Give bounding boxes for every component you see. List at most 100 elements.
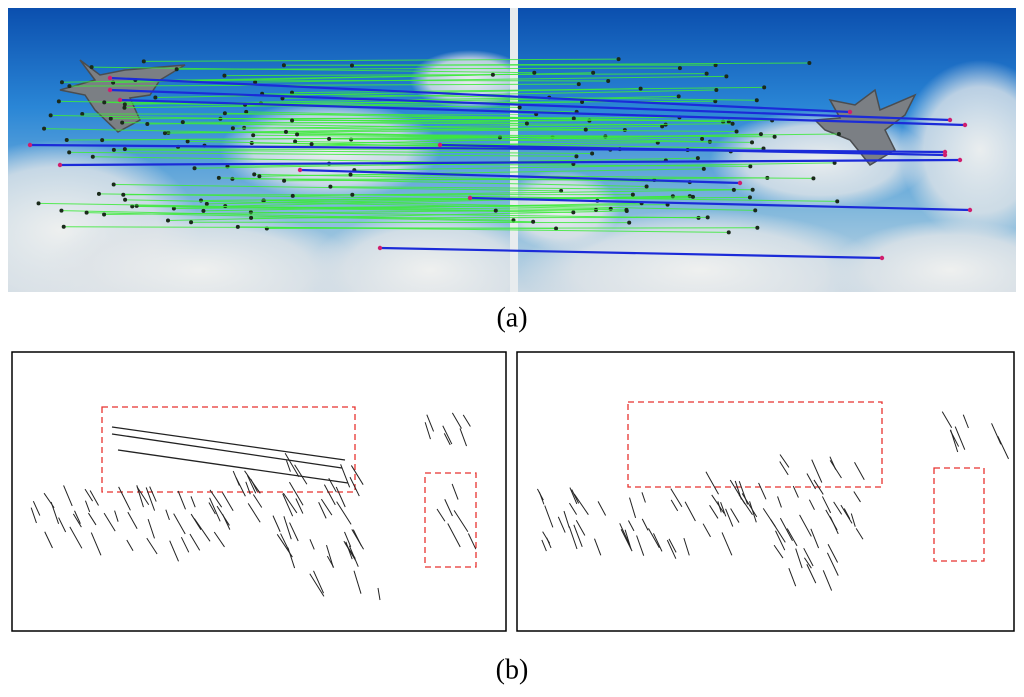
keypoint <box>185 139 190 144</box>
match-line <box>350 174 814 179</box>
segment <box>84 488 94 502</box>
segment <box>670 499 679 512</box>
keypoint <box>297 167 303 173</box>
segment <box>114 510 119 522</box>
long-segment <box>111 426 346 461</box>
keypoint <box>748 164 753 169</box>
segment <box>721 532 733 556</box>
match-line <box>147 120 590 125</box>
segment <box>286 460 291 472</box>
keypoint <box>328 184 333 189</box>
segment <box>309 539 315 550</box>
segment <box>147 518 155 539</box>
keypoint <box>571 210 576 215</box>
keypoint <box>174 67 179 72</box>
keypoint <box>257 174 262 179</box>
keypoint <box>493 208 498 213</box>
segment <box>320 498 333 516</box>
keypoint <box>847 109 853 115</box>
segment <box>309 573 325 597</box>
line-segments <box>30 411 1009 601</box>
match-line <box>284 177 768 182</box>
keypoint <box>249 215 254 220</box>
keypoint <box>835 199 840 204</box>
segment <box>340 464 351 488</box>
keypoint <box>377 245 383 251</box>
segment <box>326 545 334 568</box>
segment <box>447 523 461 548</box>
segment <box>426 414 435 432</box>
keypoint <box>216 175 221 180</box>
keypoint <box>59 208 64 213</box>
segment <box>127 511 138 529</box>
keypoint <box>96 191 101 196</box>
segment <box>962 414 969 429</box>
region-box <box>627 401 883 488</box>
keypoint <box>714 88 719 93</box>
segment <box>803 547 814 567</box>
keypoint <box>574 154 579 159</box>
segment <box>594 538 602 556</box>
keypoint <box>811 176 816 181</box>
mismatch-line <box>379 246 883 260</box>
segment <box>741 493 758 518</box>
mismatch-line <box>299 168 741 185</box>
keypoint <box>107 87 113 93</box>
keypoint <box>807 61 812 66</box>
segment <box>541 539 547 552</box>
keypoint <box>252 172 257 177</box>
mismatch-line <box>109 88 951 122</box>
keypoint <box>590 151 595 156</box>
keypoint <box>467 195 473 201</box>
keypoint <box>762 85 767 90</box>
match-line <box>237 226 729 233</box>
keypoint <box>644 184 649 189</box>
segment <box>289 522 299 542</box>
segment <box>822 570 833 591</box>
segment <box>295 498 304 514</box>
segment <box>209 489 223 508</box>
keypoint <box>606 78 611 83</box>
segment <box>569 502 578 515</box>
panel-label: (a) <box>496 302 527 333</box>
match-line <box>311 133 761 145</box>
segment <box>216 505 230 526</box>
keypoint <box>676 94 681 99</box>
match-line <box>91 66 535 74</box>
segment <box>627 520 635 532</box>
segment <box>436 508 446 522</box>
segment <box>821 496 832 514</box>
segment <box>705 471 719 495</box>
segment <box>344 531 352 548</box>
right-frame <box>516 351 1015 632</box>
keypoint <box>120 120 125 125</box>
segment <box>702 523 711 538</box>
feature-matches <box>27 57 973 261</box>
segment <box>282 493 294 517</box>
segment <box>177 490 186 510</box>
segment <box>74 510 81 524</box>
segment <box>30 507 37 524</box>
keypoint <box>761 146 766 151</box>
segment <box>180 536 190 553</box>
match-line <box>113 149 593 155</box>
keypoint <box>616 57 621 62</box>
segment <box>343 540 356 559</box>
keypoint <box>724 74 729 79</box>
keypoint <box>80 112 85 117</box>
keypoint <box>705 215 710 220</box>
segment <box>711 494 725 514</box>
keypoint <box>747 195 752 200</box>
keypoint <box>517 105 522 110</box>
keypoint <box>67 150 72 155</box>
keypoint <box>180 120 185 125</box>
keypoint <box>166 218 171 223</box>
keypoint <box>290 118 295 123</box>
keypoint <box>141 59 146 64</box>
segment <box>63 485 73 507</box>
segment <box>666 539 677 559</box>
keypoint <box>122 102 127 107</box>
segment <box>283 516 292 540</box>
segment <box>810 528 820 549</box>
